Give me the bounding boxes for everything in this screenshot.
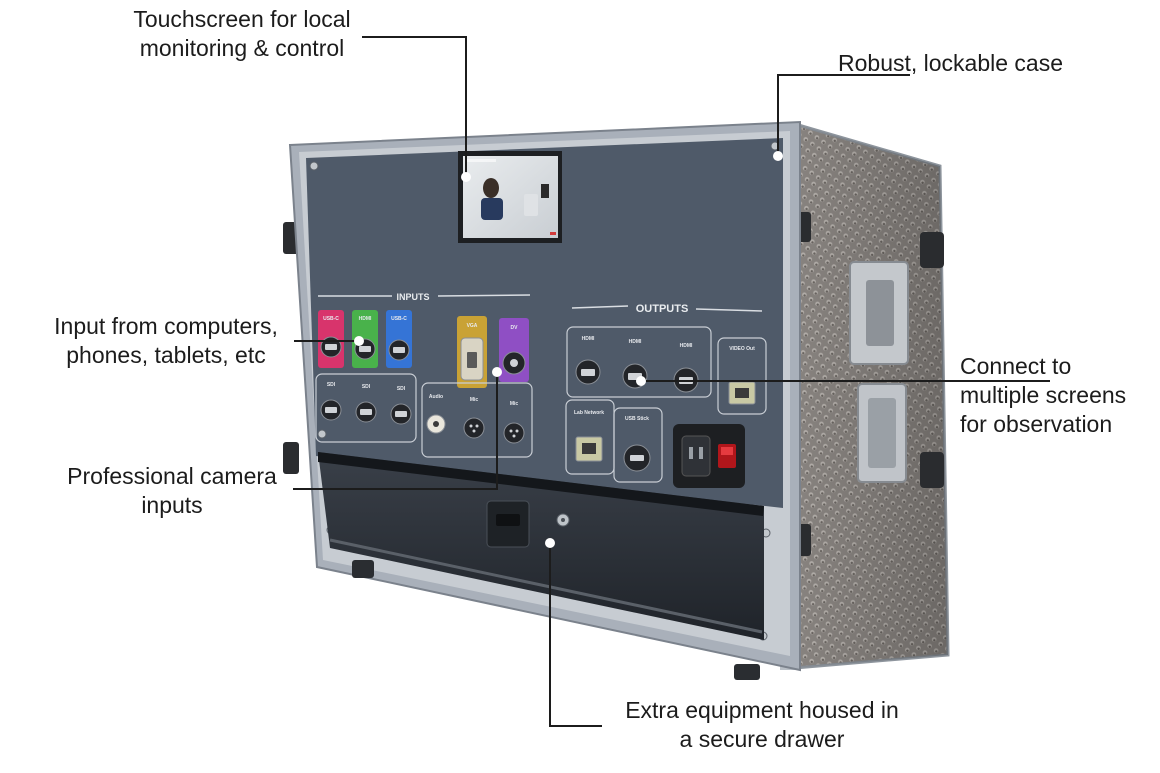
inputs-section: INPUTS bbox=[318, 292, 531, 302]
callout-drawer: Extra equipment housed in a secure drawe… bbox=[600, 696, 924, 754]
callout-drawer-line-1: Extra equipment housed in bbox=[625, 697, 899, 723]
output-label-usb-stick: USB Stick bbox=[625, 416, 649, 422]
outputs-title: OUTPUTS bbox=[636, 303, 689, 315]
output-label-hdmi-2: HDMI bbox=[629, 339, 642, 345]
input-label-usbc-2: USB-C bbox=[391, 316, 407, 322]
front-panel bbox=[306, 138, 783, 508]
output-label-lab-network: Lab Network bbox=[574, 410, 604, 416]
callout-camera-line-2: inputs bbox=[141, 492, 203, 518]
callout-touchscreen: Touchscreen for local monitoring & contr… bbox=[104, 5, 380, 63]
input-label-mic-1: Mic bbox=[470, 397, 479, 403]
callout-screens-line-2: multiple screens bbox=[960, 382, 1127, 408]
callout-camera: Professional camera inputs bbox=[38, 462, 306, 520]
outputs-section: OUTPUTS bbox=[571, 303, 763, 315]
case-feet bbox=[352, 560, 760, 680]
input-label-sdi-1: SDI bbox=[327, 382, 336, 388]
callout-inputs: Input from computers, phones, tablets, e… bbox=[20, 312, 312, 370]
callout-touchscreen-line-2: monitoring & control bbox=[139, 35, 345, 61]
callout-touchscreen-line-1: Touchscreen for local bbox=[133, 6, 351, 32]
callout-case-line-1: Robust, lockable case bbox=[838, 50, 1064, 76]
callout-screens: Connect to multiple screens for observat… bbox=[960, 352, 1156, 439]
callout-case: Robust, lockable case bbox=[838, 49, 1118, 78]
output-connectors: HDMI HDMI HDMI VIDEO Out Lab Network USB… bbox=[565, 326, 767, 488]
input-connectors-bottom: SDI SDI SDI Audio Mic Mic bbox=[315, 373, 533, 458]
input-label-vga: VGA bbox=[467, 323, 478, 329]
input-label-hdmi: HDMI bbox=[359, 316, 372, 322]
input-label-sdi-2: SDI bbox=[362, 384, 371, 390]
callout-inputs-line-2: phones, tablets, etc bbox=[66, 342, 266, 368]
inputs-title: INPUTS bbox=[396, 292, 429, 302]
callout-camera-line-1: Professional camera bbox=[67, 463, 277, 489]
output-label-hdmi-3: HDMI bbox=[680, 343, 693, 349]
touchscreen bbox=[458, 151, 562, 243]
secure-drawer bbox=[318, 452, 764, 640]
input-label-dv: DV bbox=[511, 325, 519, 331]
power-inlet bbox=[673, 424, 745, 488]
output-label-hdmi-1: HDMI bbox=[582, 336, 595, 342]
callout-leaders bbox=[293, 36, 1050, 727]
callout-screens-line-1: Connect to bbox=[960, 353, 1072, 379]
callout-inputs-line-1: Input from computers, bbox=[54, 313, 278, 339]
callout-drawer-line-2: a secure drawer bbox=[679, 726, 845, 752]
callout-screens-line-3: for observation bbox=[960, 411, 1113, 437]
input-label-audio: Audio bbox=[429, 394, 443, 400]
input-label-mic-2: Mic bbox=[510, 401, 519, 407]
case-handle bbox=[849, 261, 909, 483]
input-label-sdi-3: SDI bbox=[397, 386, 406, 392]
input-label-usbc-1: USB-C bbox=[323, 316, 339, 322]
output-label-video-out: VIDEO Out bbox=[729, 346, 755, 352]
callout-markers bbox=[354, 151, 783, 548]
